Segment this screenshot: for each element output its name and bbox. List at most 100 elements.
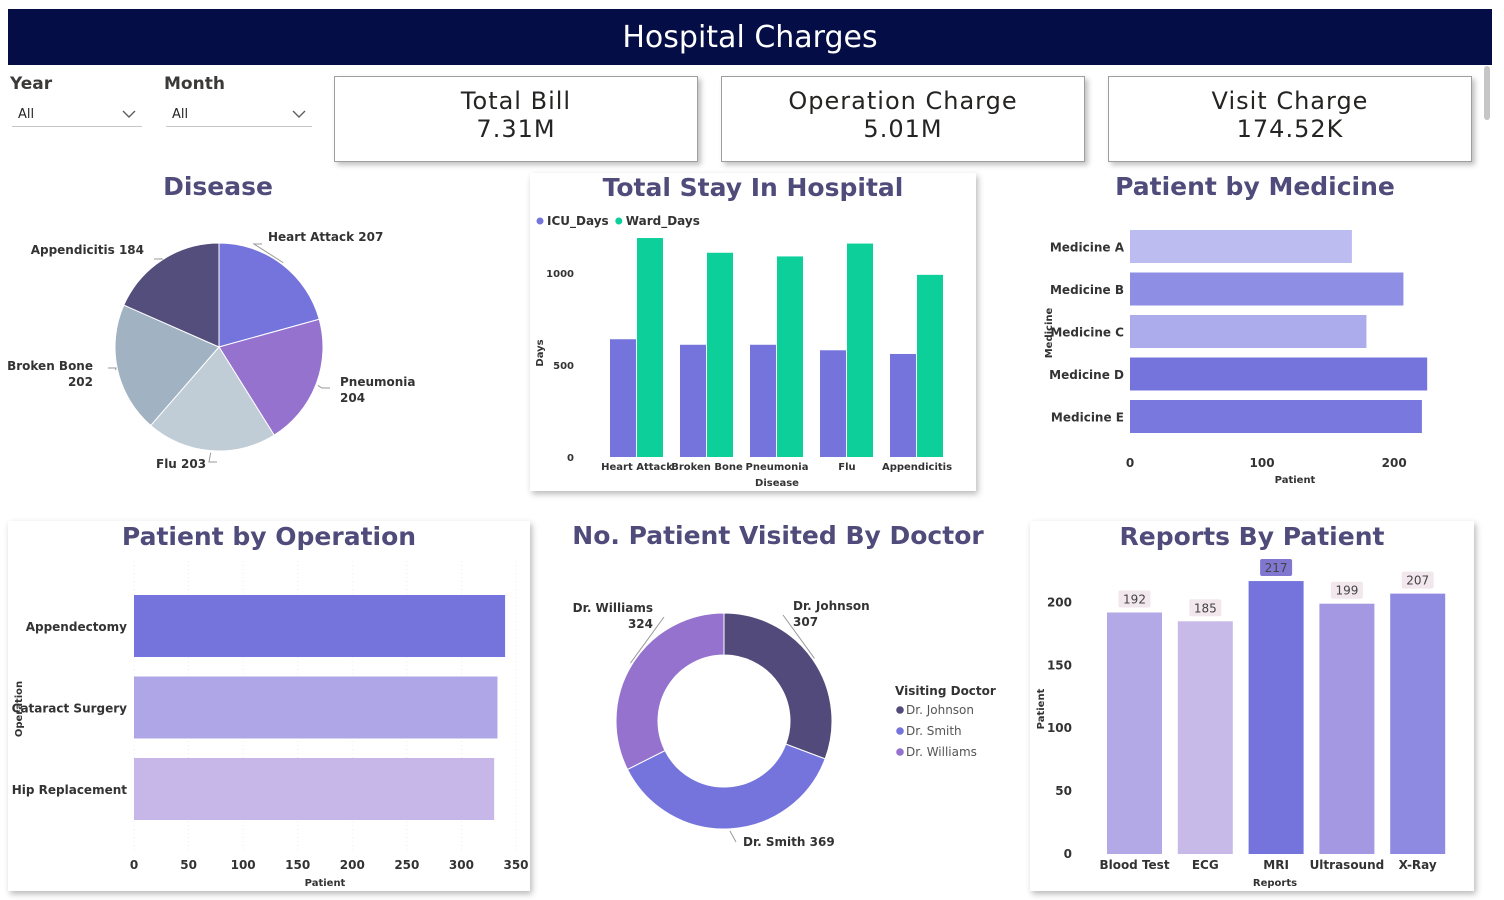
reports-bar-chart[interactable]: 0 50 100 150 200 Patient 192 Blood Test 185 ECG 21… bbox=[1030, 521, 1474, 891]
donut-slice bbox=[723, 612, 833, 760]
x-tick-label: 100 bbox=[231, 858, 256, 872]
donut-slice bbox=[615, 612, 725, 771]
doctor-chart-panel: No. Patient Visited By Doctor Dr. Johnso… bbox=[548, 520, 1008, 890]
chart-title: No. Patient Visited By Doctor bbox=[572, 521, 984, 550]
leader-line bbox=[252, 243, 284, 264]
page-title: Hospital Charges bbox=[8, 9, 1492, 65]
x-tick-label: Ultrasound bbox=[1310, 858, 1385, 872]
chevron-down-icon bbox=[292, 110, 306, 118]
bar bbox=[1248, 581, 1304, 854]
y-tick-label: 100 bbox=[1047, 721, 1072, 735]
y-tick-label: Medicine B bbox=[1050, 283, 1124, 297]
y-axis-title: Patient bbox=[1036, 688, 1047, 729]
data-label-bg bbox=[1189, 599, 1222, 617]
medicine-bar-chart[interactable]: Medicine A Medicine B Medicine C Medicine D… bbox=[1030, 170, 1480, 490]
data-label-bg bbox=[1118, 590, 1151, 608]
y-tick-label: 0 bbox=[567, 453, 574, 464]
y-tick-label: 200 bbox=[1047, 595, 1072, 609]
stay-bar-chart[interactable]: ICU_Days Ward_Days 0 500 1000 Days Heart Attac… bbox=[530, 173, 976, 491]
operation-bar-chart[interactable]: Appendectomy Cataract Surgery Hip Replacem… bbox=[8, 521, 530, 891]
leader-line bbox=[729, 830, 737, 843]
card-label: Visit Charge bbox=[1211, 87, 1369, 115]
data-label: 204 bbox=[340, 391, 365, 405]
bar bbox=[1107, 612, 1162, 854]
x-tick-label: 50 bbox=[180, 858, 197, 872]
bar bbox=[1130, 357, 1428, 391]
pie-slice bbox=[150, 346, 275, 452]
bar bbox=[820, 350, 846, 457]
x-tick-label: 350 bbox=[503, 858, 528, 872]
data-label-bg bbox=[1260, 559, 1293, 577]
doctor-donut-chart[interactable]: Dr. Johnson 307 Dr. Smith 369 Dr. Williams 3… bbox=[548, 520, 1008, 890]
y-tick-label: Medicine C bbox=[1050, 326, 1124, 340]
x-axis-title: Patient bbox=[305, 878, 346, 889]
y-tick-label: 1000 bbox=[546, 269, 574, 280]
chevron-down-icon bbox=[122, 110, 136, 118]
legend-label: Dr. Smith bbox=[906, 724, 962, 738]
reports-chart-panel: Reports By Patient 0 50 100 150 200 Patient 19… bbox=[1030, 521, 1474, 891]
data-label: Pneumonia bbox=[340, 375, 416, 389]
x-tick-label: Blood Test bbox=[1099, 858, 1169, 872]
y-tick-label: Medicine E bbox=[1051, 411, 1124, 425]
pie-slice bbox=[218, 242, 320, 348]
bar bbox=[134, 758, 495, 820]
y-tick-label: 500 bbox=[553, 361, 574, 372]
data-label: 217 bbox=[1265, 561, 1288, 575]
bar bbox=[1177, 621, 1233, 854]
x-axis-title: Reports bbox=[1253, 878, 1297, 889]
year-slicer-label: Year bbox=[10, 74, 53, 94]
operation-charge-card: Operation Charge 5.01M bbox=[721, 76, 1085, 162]
legend-marker bbox=[896, 748, 904, 756]
bar bbox=[890, 353, 916, 457]
bar bbox=[1130, 400, 1422, 433]
y-tick-label: Medicine A bbox=[1050, 241, 1125, 255]
year-slicer-dropdown[interactable]: All bbox=[12, 103, 142, 127]
disease-pie-chart[interactable]: Heart Attack 207 Pneumonia 204 Flu 203 Broke… bbox=[8, 170, 508, 490]
disease-chart-panel: Disease Heart Attack 207 Pneumonia 204 Flu … bbox=[8, 170, 508, 490]
y-axis-title: Days bbox=[535, 339, 546, 366]
y-tick-label: Cataract Surgery bbox=[12, 702, 128, 716]
leader-line bbox=[154, 257, 164, 260]
year-slicer-value: All bbox=[18, 107, 35, 122]
card-label: Operation Charge bbox=[788, 87, 1018, 115]
pie-slice bbox=[123, 242, 220, 348]
bar bbox=[637, 238, 663, 457]
data-label: Flu 203 bbox=[156, 457, 206, 471]
data-label: 199 bbox=[1335, 584, 1358, 598]
month-slicer-dropdown[interactable]: All bbox=[166, 103, 312, 127]
operation-chart-panel: Patient by Operation Appendectomy Catarac… bbox=[8, 521, 530, 891]
x-tick-label: 150 bbox=[285, 858, 310, 872]
bar bbox=[1130, 272, 1404, 306]
data-label: Dr. Williams bbox=[573, 601, 653, 615]
bar bbox=[1319, 603, 1375, 854]
data-label-bg bbox=[1330, 581, 1363, 599]
legend-label: Ward_Days bbox=[626, 214, 700, 229]
data-label: 192 bbox=[1123, 593, 1146, 607]
y-tick-label: Hip Replacement bbox=[12, 783, 128, 797]
leader-line bbox=[782, 614, 815, 659]
data-label: Heart Attack 207 bbox=[268, 230, 383, 244]
month-slicer-label: Month bbox=[164, 74, 225, 94]
y-tick-label: 0 bbox=[1064, 847, 1072, 861]
x-tick-label: Pneumonia bbox=[746, 462, 809, 473]
data-label: Dr. Smith 369 bbox=[743, 835, 835, 849]
x-tick-label: Heart Attack bbox=[601, 462, 673, 473]
chart-title: Reports By Patient bbox=[1119, 522, 1385, 551]
bar bbox=[1130, 230, 1352, 263]
chart-title: Total Stay In Hospital bbox=[602, 173, 904, 202]
data-label-bg bbox=[1401, 571, 1434, 589]
chart-title: Patient by Operation bbox=[121, 522, 417, 551]
chart-title: Patient by Medicine bbox=[1115, 172, 1395, 201]
card-label: Total Bill bbox=[460, 87, 572, 115]
bar bbox=[1130, 315, 1367, 348]
x-tick-label: Appendicitis bbox=[882, 462, 952, 473]
legend-marker bbox=[536, 217, 544, 225]
card-value: 5.01M bbox=[863, 115, 943, 143]
x-axis-title: Patient bbox=[1275, 475, 1316, 486]
x-tick-label: 0 bbox=[130, 858, 138, 872]
data-label: Dr. Johnson bbox=[793, 599, 870, 613]
pie-slice bbox=[218, 318, 324, 436]
bar bbox=[610, 339, 636, 457]
page-scrollbar[interactable] bbox=[1484, 66, 1490, 120]
legend-label: Dr. Johnson bbox=[906, 703, 974, 717]
